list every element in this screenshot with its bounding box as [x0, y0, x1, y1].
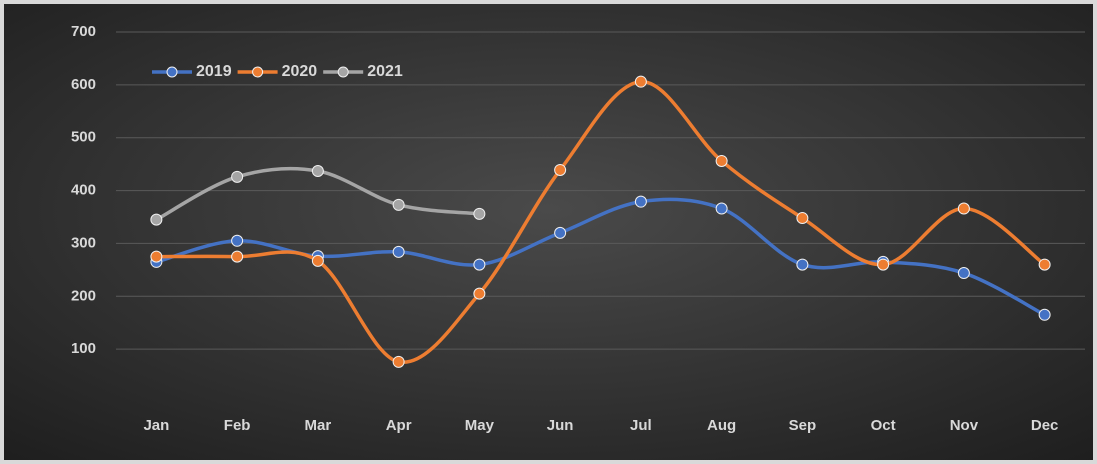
data-point [473, 287, 486, 300]
x-tick-label: Jun [547, 417, 574, 434]
x-tick-label: May [465, 417, 495, 434]
y-tick-label: 500 [71, 129, 96, 146]
data-point [634, 75, 647, 88]
data-point [634, 195, 647, 208]
x-tick-label: Dec [1031, 417, 1059, 434]
data-point [715, 202, 728, 215]
y-tick-label: 300 [71, 234, 96, 251]
legend-marker [252, 66, 264, 78]
x-tick-label: Apr [386, 417, 412, 434]
data-point [554, 226, 567, 239]
data-point [231, 234, 244, 247]
data-point [311, 165, 324, 178]
data-point [231, 250, 244, 263]
data-point [150, 250, 163, 263]
data-point [554, 163, 567, 176]
data-point [392, 198, 405, 211]
y-tick-label: 100 [71, 340, 96, 357]
legend-label: 2020 [282, 63, 318, 80]
x-tick-label: Aug [707, 417, 736, 434]
x-tick-label: Mar [305, 417, 332, 434]
data-point [1038, 308, 1051, 321]
x-tick-label: Sep [789, 417, 817, 434]
y-tick-label: 600 [71, 76, 96, 93]
data-point [392, 245, 405, 258]
y-tick-label: 200 [71, 287, 96, 304]
data-point [957, 267, 970, 280]
data-point [957, 202, 970, 215]
data-point [877, 258, 890, 271]
data-point [231, 170, 244, 183]
legend-label: 2021 [367, 63, 403, 80]
x-tick-label: Jul [630, 417, 652, 434]
data-point [473, 207, 486, 220]
legend: 2019 2020 2021 [152, 63, 403, 80]
data-point [715, 154, 728, 167]
y-tick-label: 400 [71, 182, 96, 199]
data-point [392, 355, 405, 368]
x-tick-label: Nov [950, 417, 979, 434]
data-point [796, 212, 809, 225]
data-point [1038, 258, 1051, 271]
data-point [796, 258, 809, 271]
legend-marker [166, 66, 178, 78]
y-tick-label: 700 [71, 23, 96, 40]
legend-marker [337, 66, 349, 78]
data-point [311, 254, 324, 267]
data-point [473, 258, 486, 271]
chart-background [4, 4, 1093, 460]
x-tick-label: Feb [224, 417, 251, 434]
data-point [150, 213, 163, 226]
legend-label: 2019 [196, 63, 232, 80]
x-tick-label: Jan [143, 417, 169, 434]
x-tick-label: Oct [871, 417, 896, 434]
